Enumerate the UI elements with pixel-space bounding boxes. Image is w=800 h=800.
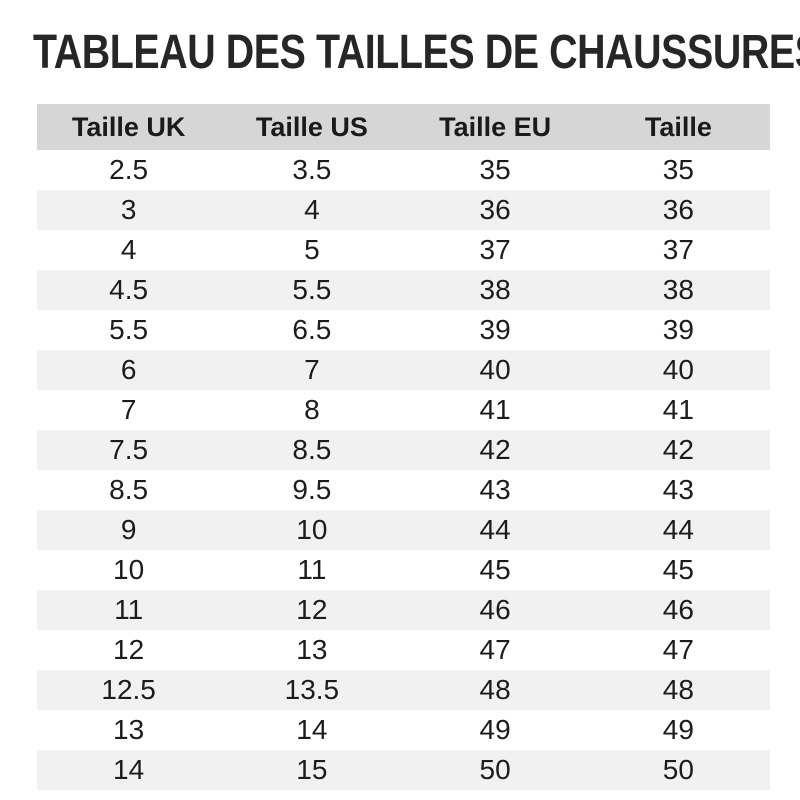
table-cell: 12.5 [101,674,156,706]
table-cell: 38 [479,274,511,306]
table-cell: 11 [114,594,144,626]
table-cell: 37 [479,234,511,266]
table-row: 7.5 8.5 42 42 [37,430,770,471]
table-row: 9 10 44 44 [37,510,770,551]
table-cell: 7 [304,354,320,386]
table-cell: 13 [113,714,145,746]
table-cell: 6 [120,354,137,386]
table-cell: 6.5 [292,314,332,346]
table-cell: 47 [662,634,694,666]
table-cell: 8 [304,394,320,426]
table-cell: 4.5 [109,274,149,306]
table-cell: 4 [120,234,137,266]
table-cell: 9 [120,514,137,546]
column-header: Taille US [220,104,404,151]
column-header: Taille [586,104,770,151]
table-cell: 50 [662,754,694,786]
table-cell: 46 [662,594,694,626]
table-cell: 2.5 [109,154,149,186]
column-header: Taille EU [403,104,587,151]
table-cell: 41 [479,394,511,426]
size-table-head: Taille UK Taille US Taille EU Taille [37,104,770,151]
table-cell: 39 [479,314,511,346]
table-cell: 35 [479,154,511,186]
table-cell: 14 [113,754,145,786]
table-cell: 42 [662,434,694,466]
table-cell: 47 [479,634,511,666]
table-row: 13 14 49 49 [37,710,770,750]
table-cell: 39 [662,314,694,346]
table-cell: 38 [662,274,694,306]
table-cell: 48 [479,674,511,706]
table-row: 3 4 36 36 [37,190,770,231]
table-cell: 48 [662,674,694,706]
table-cell: 5.5 [292,274,332,306]
table-row: 6 7 40 40 [37,350,770,391]
header-row: Taille UK Taille US Taille EU Taille [37,104,770,151]
table-cell: 13.5 [284,674,340,706]
table-cell: 45 [479,554,511,586]
table-row: 4 5 37 37 [37,230,770,270]
page-title: TABLEAU DES TAILLES DE CHAUSSURES [33,26,800,79]
table-cell: 35 [662,154,694,186]
table-row: 7 8 41 41 [37,390,770,430]
table-cell: 36 [479,194,511,226]
table-cell: 10 [296,514,328,546]
table-cell: 8.5 [292,434,332,466]
table-row: 4.5 5.5 38 38 [37,270,770,311]
table-cell: 7.5 [109,434,149,466]
table-row: 10 11 45 45 [37,550,770,590]
table-row: 11 12 46 46 [37,590,770,631]
table-cell: 4 [304,194,320,226]
table-cell: 3.5 [292,154,332,186]
table-cell: 41 [662,394,694,426]
table-row: 14 15 50 50 [37,750,770,791]
table-row: 5.5 6.5 39 39 [37,310,770,350]
table-cell: 10 [113,554,145,586]
table-row: 2.5 3.5 35 35 [37,150,770,190]
table-cell: 49 [662,714,694,746]
table-cell: 37 [662,234,694,266]
table-cell: 42 [479,434,511,466]
table-cell: 40 [479,354,511,386]
table-cell: 44 [479,514,511,546]
table-cell: 8.5 [109,474,149,506]
table-cell: 15 [296,754,328,786]
table-cell: 13 [296,634,328,666]
size-table-body: 2.5 3.5 35 35 3 4 36 36 4 5 37 37 4.5 5.5 38 38 5.5 6.5 39… [37,150,770,791]
column-header: Taille UK [37,104,221,151]
table-cell: 11 [297,554,327,586]
table-cell: 7 [120,394,137,426]
table-cell: 5.5 [109,314,149,346]
table-cell: 12 [296,594,328,626]
table-cell: 14 [296,714,328,746]
table-cell: 46 [479,594,511,626]
table-cell: 5 [304,234,320,266]
table-cell: 43 [662,474,694,506]
table-cell: 43 [479,474,511,506]
size-table: Taille UK Taille US Taille EU Taille 2.5 3.5… [37,104,770,791]
table-row: 12.5 13.5 48 48 [37,670,770,711]
table-row: 12 13 47 47 [37,630,770,670]
table-cell: 49 [479,714,511,746]
table-cell: 12 [113,634,145,666]
table-cell: 45 [662,554,694,586]
table-cell: 50 [479,754,511,786]
table-cell: 3 [120,194,137,226]
table-row: 8.5 9.5 43 43 [37,470,770,510]
table-cell: 36 [662,194,694,226]
table-cell: 44 [662,514,694,546]
table-cell: 40 [662,354,694,386]
table-cell: 9.5 [292,474,332,506]
